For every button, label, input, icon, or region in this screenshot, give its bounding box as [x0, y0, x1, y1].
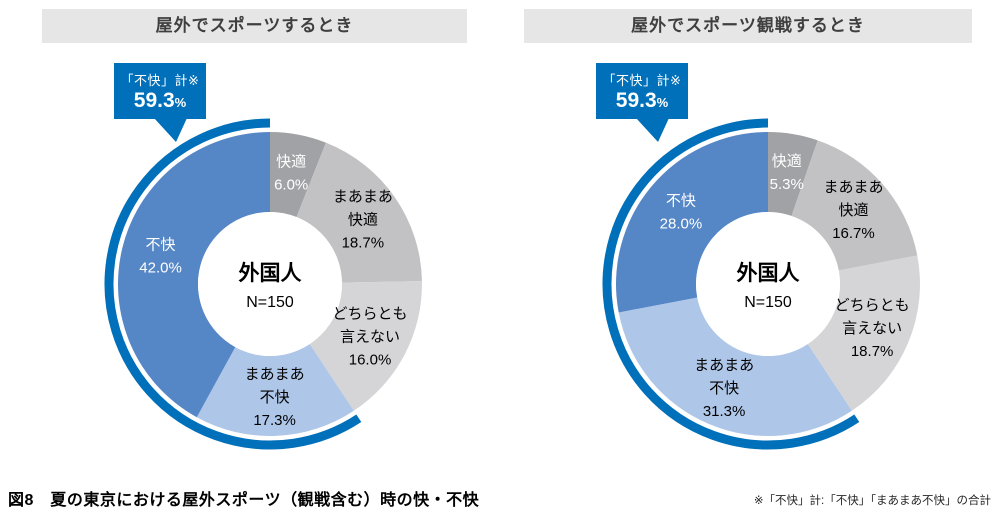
segment-label: まあまあ不快 31.3% — [694, 357, 754, 420]
donut-hole — [696, 212, 840, 356]
segment-label: どちらとも言えない 18.7% — [835, 297, 910, 360]
callout-label: 「不快」計※ — [602, 73, 682, 88]
segment-label: 快適 6.0% — [274, 153, 308, 194]
segment-label: 快適 5.3% — [770, 152, 804, 193]
donut-segment — [309, 281, 423, 411]
donut-hole — [198, 212, 342, 356]
chart-title-sports-play: 屋外でスポーツするとき — [42, 9, 467, 43]
segment-label: どちらとも言えない 16.0% — [333, 306, 408, 369]
donut-segment — [296, 142, 422, 283]
figure-caption: 図8 夏の東京における屋外スポーツ（観戦含む）時の快・不快 — [8, 492, 480, 509]
chart-panel-sports-play: 屋外でスポーツするとき 「不快」計※ 59.3% 外国人 N=150 快適 6.0% ま… — [42, 9, 467, 469]
donut-center-label: 外国人 — [737, 261, 800, 285]
donut-segment — [270, 132, 326, 218]
donut-segment — [791, 140, 918, 271]
donut-segment — [616, 132, 768, 313]
segment-label: 不快 42.0% — [139, 236, 182, 276]
discomfort-total-arc — [104, 118, 362, 450]
chart-panel-sports-watch: 屋外でスポーツ観戦するとき 「不快」計※ 59.3% 外国人 N=150 快適 5.3… — [524, 9, 972, 469]
donut-center-label: 外国人 — [239, 261, 302, 285]
callout-label: 「不快」計※ — [120, 73, 200, 88]
total-discomfort-callout: 「不快」計※ 59.3% — [114, 63, 206, 142]
segment-label: まあまあ快適 18.7% — [333, 189, 393, 252]
segment-label: まあまあ不快 17.3% — [245, 366, 305, 429]
donut-segment — [768, 132, 818, 216]
chart-title-sports-watch: 屋外でスポーツ観戦するとき — [524, 9, 972, 43]
donut-chart-sports-watch: 外国人 N=150 快適 5.3% まあまあ快適 16.7% どちらとも言えない 18.7% ま… — [602, 118, 920, 450]
callout-value: 59.3% — [615, 89, 669, 112]
callout-value: 59.3% — [133, 89, 187, 112]
donut-segment — [807, 255, 920, 411]
figure-footnote: ※「不快」計:「不快」「まあまあ不快」の合計 — [753, 495, 991, 507]
donut-segment — [117, 132, 270, 418]
discomfort-total-arc — [602, 118, 860, 450]
segment-label: 不快 28.0% — [660, 192, 703, 232]
segment-label: まあまあ快適 16.7% — [823, 179, 883, 242]
donut-chart-sports-play: 外国人 N=150 快適 6.0% まあまあ快適 18.7% どちらとも言えない 16.0% ま… — [104, 118, 423, 450]
donut-center-sublabel: N=150 — [744, 294, 792, 311]
donut-segment — [618, 297, 852, 436]
donut-center-sublabel: N=150 — [246, 294, 294, 311]
total-discomfort-callout: 「不快」計※ 59.3% — [596, 63, 688, 142]
donut-segment — [196, 344, 354, 436]
